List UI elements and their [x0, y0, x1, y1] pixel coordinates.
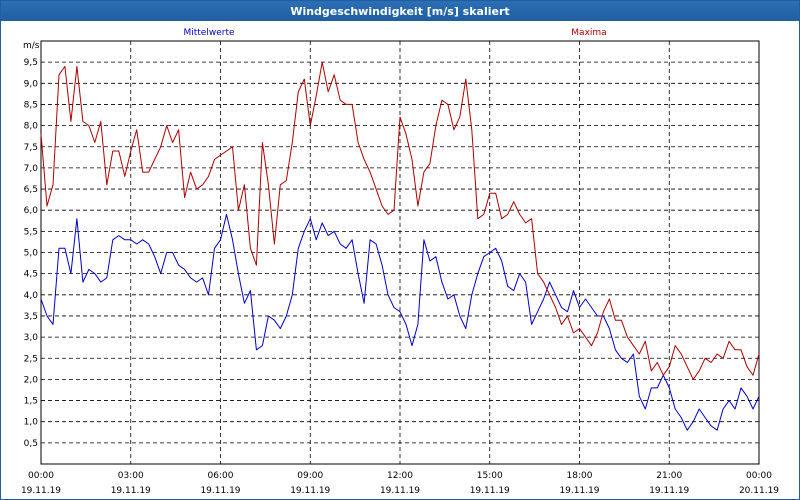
- y-tick-label: 5,0: [24, 249, 39, 259]
- x-tick-date: 19.11.19: [649, 486, 689, 496]
- y-tick-label: 1,0: [24, 418, 39, 428]
- series-line-maxima: [40, 61, 760, 380]
- data-series: [40, 61, 760, 431]
- x-axis-ticks: 00:00 19.11.19 03:00 19.11.19 06:00 19.11.19 0…: [21, 471, 779, 496]
- series-line-mittelwerte: [40, 213, 760, 431]
- y-tick-label: 4,0: [24, 291, 39, 301]
- window-title: Windgeschwindigkeit [m/s] skaliert: [1, 1, 799, 21]
- x-tick-date: 19.11.19: [111, 486, 151, 496]
- x-tick-time: 00:00: [28, 471, 54, 481]
- y-tick-label: 2,5: [24, 354, 38, 364]
- y-tick-label: 3,0: [24, 333, 39, 343]
- x-tick-date: 19.11.19: [380, 486, 420, 496]
- x-tick-time: 06:00: [208, 471, 234, 481]
- y-tick-label: 0,5: [24, 439, 38, 449]
- y-tick-label: 7,0: [24, 164, 39, 174]
- x-tick-time: 00:00: [746, 471, 772, 481]
- grid-lines: [41, 41, 759, 464]
- x-tick-time: 12:00: [387, 471, 413, 481]
- y-tick-label: 9,0: [24, 79, 39, 89]
- x-tick-time: 21:00: [656, 471, 682, 481]
- y-axis-label: m/s: [23, 41, 40, 51]
- y-tick-label: 3,5: [24, 312, 38, 322]
- y-tick-label: 9,5: [24, 58, 38, 68]
- legend-maxima: Maxima: [571, 28, 606, 38]
- y-tick-label: 8,5: [24, 100, 38, 110]
- x-tick-date: 20.11.19: [739, 486, 779, 496]
- y-tick-label: 5,5: [24, 227, 38, 237]
- y-tick-label: 4,5: [24, 270, 38, 280]
- x-tick-date: 19.11.19: [559, 486, 599, 496]
- x-tick-date: 19.11.19: [470, 486, 510, 496]
- y-axis-ticks: 0,5 1,0 1,5 2,0 2,5 3,0 3,5 4,0 4,5 5,0 5,5 6,0 6,5 7…: [24, 58, 39, 449]
- y-tick-label: 8,0: [24, 122, 39, 132]
- x-tick-time: 09:00: [297, 471, 323, 481]
- y-tick-label: 6,0: [24, 206, 39, 216]
- x-tick-date: 19.11.19: [290, 486, 330, 496]
- y-tick-label: 1,5: [24, 397, 38, 407]
- x-tick-time: 03:00: [118, 471, 144, 481]
- x-tick-time: 15:00: [477, 471, 503, 481]
- legend-mittelwerte: Mittelwerte: [183, 28, 234, 38]
- y-tick-label: 2,0: [24, 375, 39, 385]
- x-tick-date: 19.11.19: [21, 486, 61, 496]
- y-tick-label: 6,5: [24, 185, 38, 195]
- y-tick-label: 7,5: [24, 143, 38, 153]
- x-tick-date: 19.11.19: [200, 486, 240, 496]
- x-tick-time: 18:00: [567, 471, 593, 481]
